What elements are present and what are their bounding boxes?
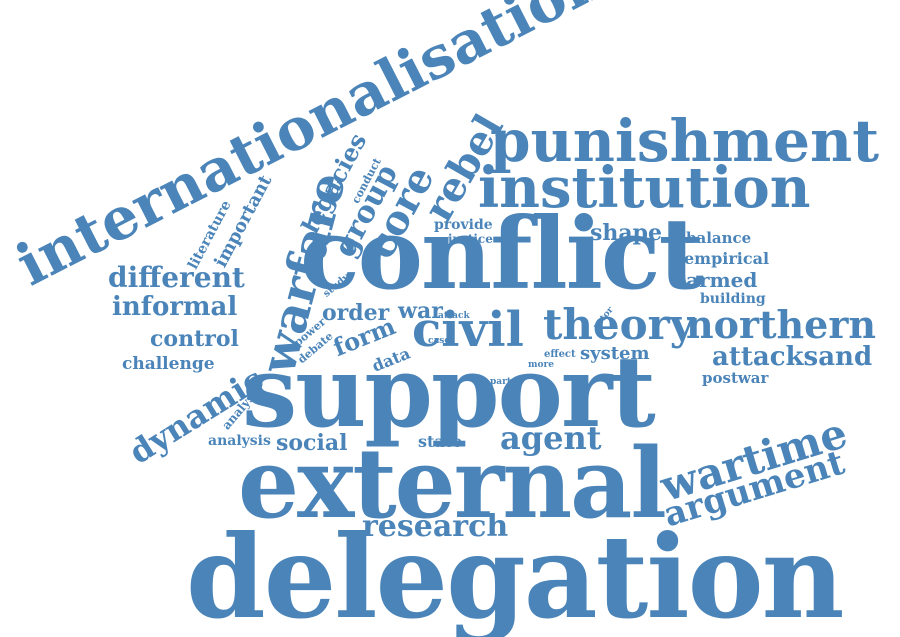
word-delegation: delegation [186,510,845,637]
word-empirical: empirical [684,249,770,268]
word-war: war [398,298,443,324]
word-agent: agent [500,419,602,457]
word-civil: civil [412,302,524,358]
word-institution: institution [478,155,811,221]
word-social: social [276,430,348,456]
word-case: case [428,336,451,346]
word-justice: justice [448,232,493,246]
word-armed: armed [686,268,758,292]
word-effect: effect [544,349,576,360]
word-state: state [418,432,463,451]
word-research: research [362,509,509,544]
word-provide: provide [434,217,493,233]
word-analysis: analysis [208,433,271,449]
word-informal: informal [112,292,238,322]
word-shape: shape [590,220,663,246]
word-punishment: punishment [490,107,879,175]
word-conflict: conflict [300,197,704,312]
word-northern: northern [686,302,876,347]
word-part: part [490,377,512,387]
word-system: system [580,343,650,364]
word-more: more [528,360,554,370]
word-theory: theory [543,300,695,349]
word-support: support [242,335,656,450]
word-order: order [322,300,390,326]
word-balance: balance [686,229,752,247]
word-attacksand: attacksand [712,342,873,372]
word-challenge: challenge [122,354,215,374]
word-building: building [700,291,766,307]
word-attack: attack [438,311,470,321]
word-control: control [150,326,239,352]
word-external: external [238,427,667,540]
word-postwar: postwar [702,369,769,387]
word-different: different [108,261,245,294]
